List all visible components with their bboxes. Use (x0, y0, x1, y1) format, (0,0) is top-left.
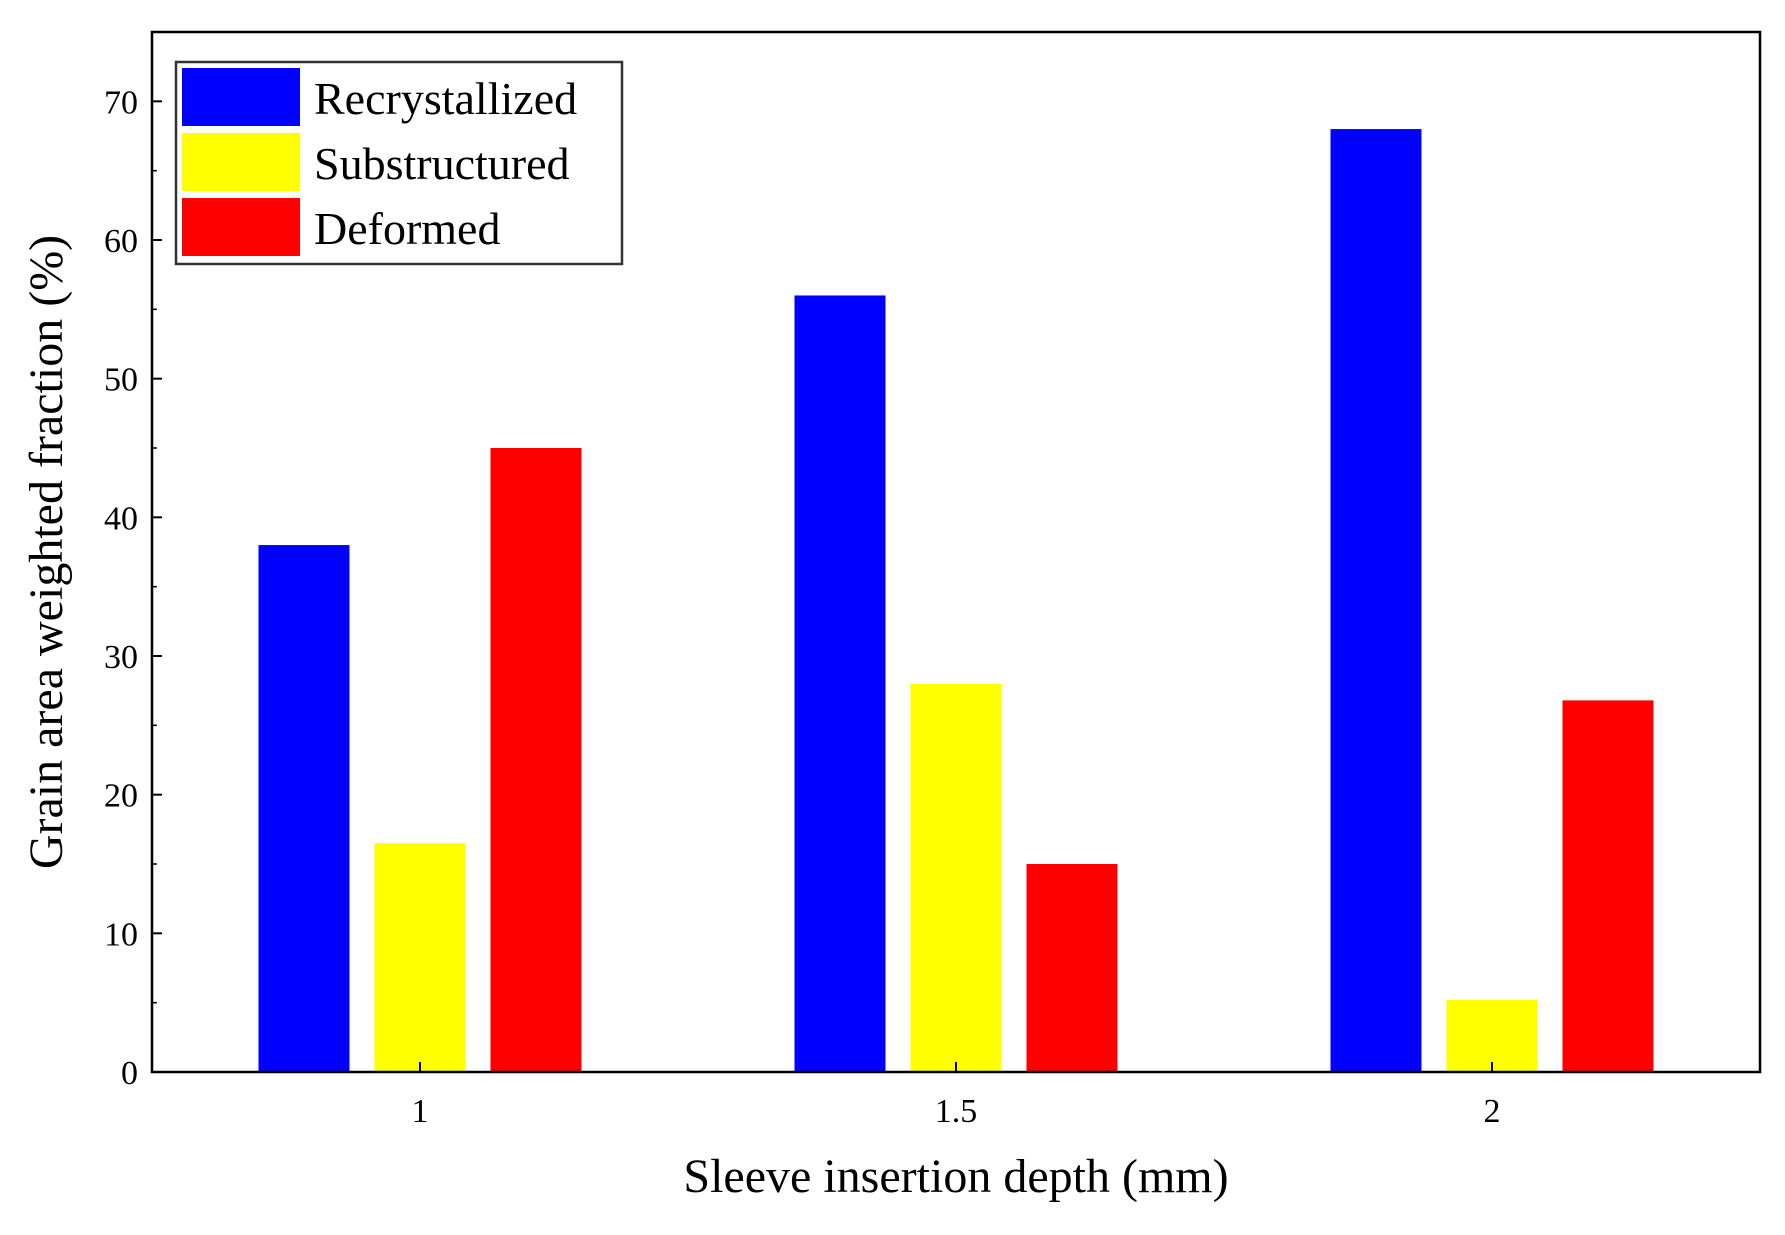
legend-label-recrystallized: Recrystallized (314, 73, 577, 124)
bar-deformed-1 (490, 448, 582, 1072)
legend: Recrystallized Substructured Deformed (174, 60, 624, 266)
y-tick-label: 10 (104, 916, 138, 953)
y-axis-title: Grain area weighted fraction (%) (20, 235, 73, 869)
x-tick-label: 1 (412, 1093, 429, 1130)
bar-substructured-1 (374, 843, 466, 1072)
y-axis: 0 10 20 30 40 50 60 70 (104, 84, 162, 1092)
bar-deformed-1-5 (1026, 864, 1118, 1072)
bar-recrystallized-2 (1330, 129, 1422, 1073)
bars-group (258, 129, 1654, 1073)
y-tick-label: 30 (104, 639, 138, 676)
x-axis: 1 1.5 2 (412, 1062, 1501, 1130)
legend-swatch-substructured (182, 133, 300, 191)
bar-substructured-2 (1446, 999, 1538, 1072)
y-tick-label: 0 (121, 1055, 138, 1092)
y-tick-label: 20 (104, 778, 138, 815)
x-tick-label: 2 (1484, 1093, 1501, 1130)
bar-substructured-1-5 (910, 683, 1002, 1072)
bar-recrystallized-1 (258, 545, 350, 1072)
legend-swatch-deformed (182, 198, 300, 256)
y-tick-label: 70 (104, 84, 138, 121)
bar-deformed-2 (1562, 700, 1654, 1072)
legend-label-deformed: Deformed (314, 203, 500, 254)
y-tick-label: 50 (104, 362, 138, 399)
y-tick-label: 40 (104, 500, 138, 537)
bar-recrystallized-1-5 (794, 295, 886, 1072)
y-tick-label: 60 (104, 223, 138, 260)
x-tick-label: 1.5 (935, 1093, 978, 1130)
legend-swatch-recrystallized (182, 68, 300, 126)
x-axis-title: Sleeve insertion depth (mm) (683, 1150, 1228, 1203)
legend-label-substructured: Substructured (314, 138, 570, 189)
